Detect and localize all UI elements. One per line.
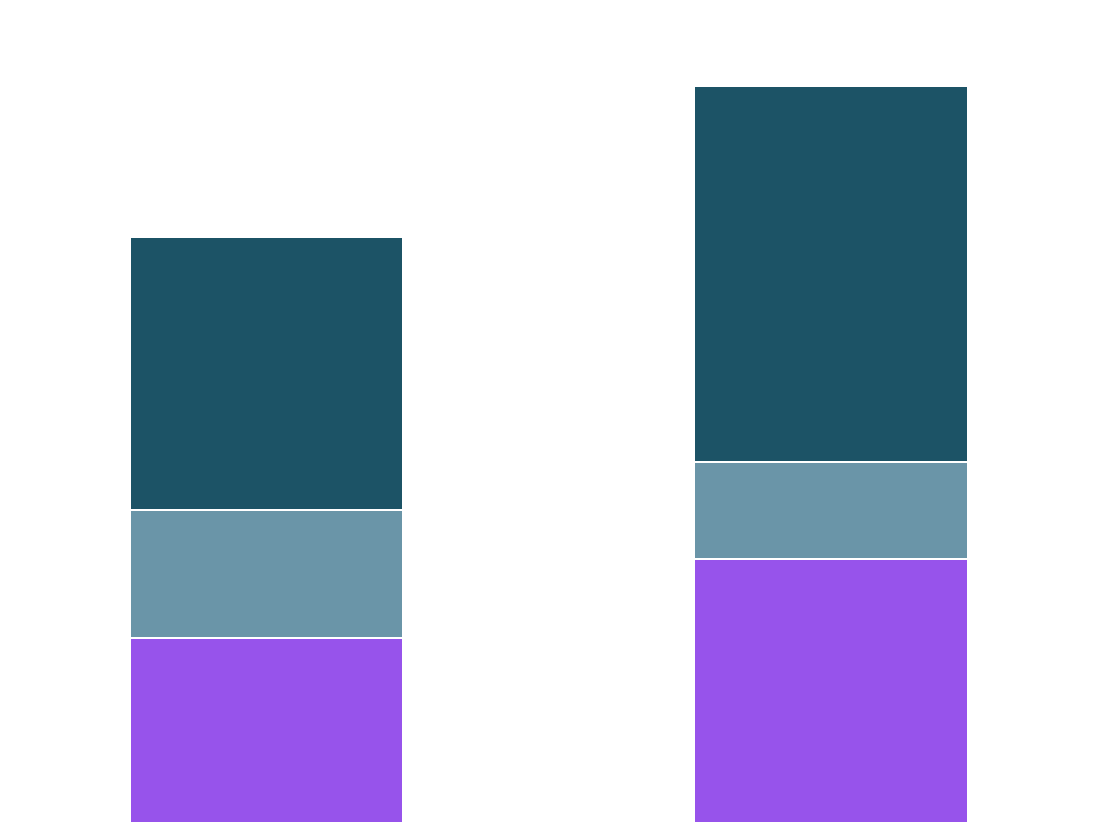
bar-1-segment-teal-top bbox=[131, 238, 402, 509]
bar-1-segment-purple-bottom bbox=[131, 639, 402, 822]
bar-2-segment-slate-blue-middle bbox=[695, 463, 967, 558]
stacked-bar-bar-1 bbox=[131, 0, 402, 822]
bar-2-segment-teal-top bbox=[695, 87, 967, 461]
stacked-bar-bar-2 bbox=[695, 0, 967, 822]
bar-2-segment-purple-bottom bbox=[695, 560, 967, 822]
bar-1-segment-slate-blue-middle bbox=[131, 511, 402, 637]
